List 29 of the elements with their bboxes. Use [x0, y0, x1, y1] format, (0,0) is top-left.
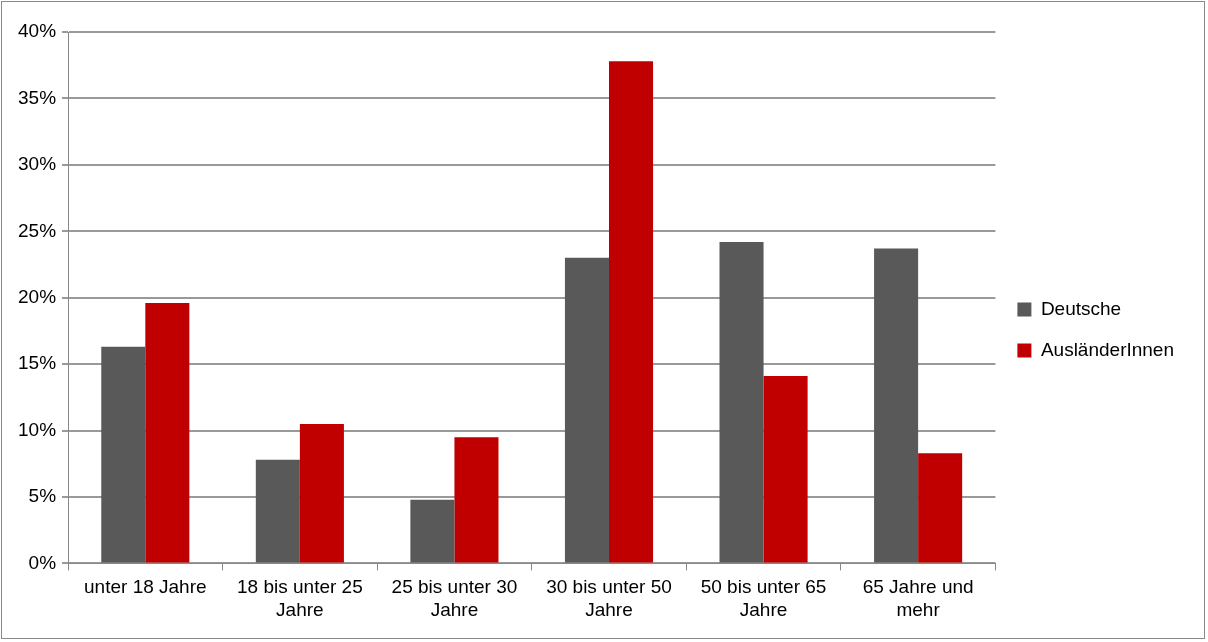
bar [564, 257, 609, 563]
x-tick-label: unter 18 Jahre [84, 576, 207, 598]
x-tick-label: 65 Jahre und mehr [862, 576, 974, 620]
bar [608, 61, 654, 563]
x-tick-label: 18 bis unter 25 Jahre [237, 576, 363, 620]
bar [719, 241, 764, 563]
y-tick-label: 0% [28, 551, 57, 573]
legend-label: AusländerInnen [1040, 338, 1175, 360]
bar [145, 303, 190, 563]
bar [454, 437, 499, 563]
bar [763, 376, 808, 563]
bar [918, 453, 963, 563]
y-tick-label: 35% [18, 86, 57, 108]
x-tick-label: 25 bis unter 30 Jahre [391, 576, 518, 620]
y-tick-label: 15% [18, 352, 57, 374]
bar [410, 499, 455, 563]
bar [299, 423, 344, 563]
x-tick-label: 30 bis unter 50 Jahre [546, 576, 672, 620]
bar [874, 248, 919, 563]
x-tick-label: 50 bis unter 65 Jahre [700, 576, 827, 620]
y-tick-label: 10% [18, 418, 57, 440]
bar [101, 346, 146, 563]
y-tick-label: 5% [28, 485, 57, 507]
legend-label: Deutsche [1040, 297, 1122, 319]
bar [255, 459, 300, 563]
y-tick-label: 25% [18, 219, 57, 241]
y-tick-label: 20% [18, 285, 57, 307]
y-tick-label: 30% [18, 153, 57, 175]
y-tick-label: 40% [18, 20, 57, 42]
